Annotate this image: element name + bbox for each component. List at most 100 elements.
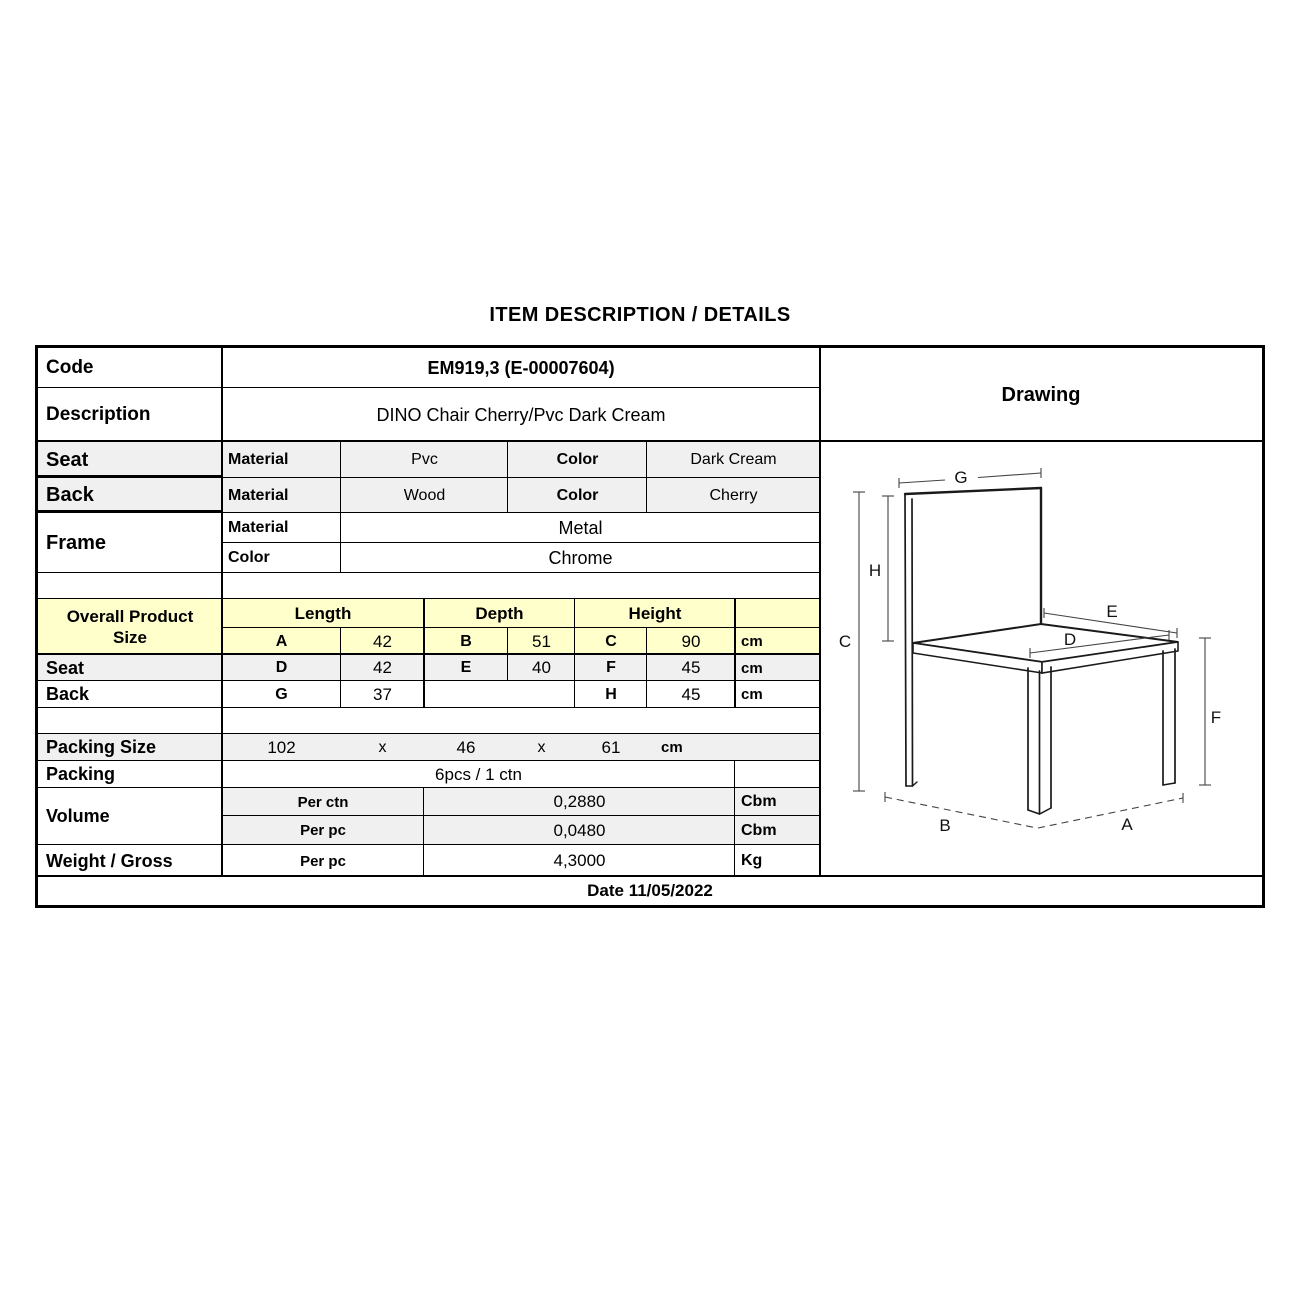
size-group-label-line2: Size	[112, 628, 148, 647]
grid-line	[38, 706, 820, 708]
seat-height-value: 45	[681, 658, 701, 677]
grid-line	[507, 442, 508, 513]
packing-size-height: 61	[601, 737, 621, 757]
row-shade-seat-size	[38, 655, 820, 681]
dim-label-e: E	[1106, 602, 1117, 621]
grid-line	[646, 628, 647, 708]
grid-line	[38, 387, 820, 388]
grid-line	[819, 348, 821, 877]
seat-height-key: F	[606, 659, 616, 676]
packing-size-sep2: x	[537, 738, 546, 756]
size-group-label: Overall Product Size	[38, 599, 222, 655]
volume-per-ctn-label: Per ctn	[297, 793, 349, 811]
back-material-value: Wood	[403, 486, 446, 504]
grid-line	[38, 843, 820, 845]
grid-line	[38, 787, 820, 788]
dim-label-d: D	[1064, 630, 1076, 649]
seat-color-label: Color	[556, 451, 599, 468]
frame-material-value: Metal	[558, 517, 603, 538]
seat-size-unit: cm	[741, 659, 763, 677]
grid-line	[574, 599, 575, 708]
page-title: ITEM DESCRIPTION / DETAILS	[489, 304, 791, 326]
packing-size-label: Packing Size	[46, 737, 157, 757]
grid-line	[38, 475, 222, 478]
back-size-unit: cm	[741, 686, 763, 703]
row-shade-packing-size	[38, 734, 820, 761]
size-col-length: Length	[294, 603, 352, 623]
frame-material-label: Material	[228, 519, 289, 536]
dimension-lines	[853, 468, 1211, 829]
grid-line	[222, 815, 820, 816]
grid-line	[646, 442, 647, 513]
seat-length-key: D	[275, 659, 288, 676]
size-col-height: Height	[628, 603, 682, 623]
row-shade-volume	[222, 788, 820, 845]
packing-size-sep1: x	[378, 738, 387, 756]
weight-value: 4,3000	[553, 851, 606, 870]
grid-line	[221, 348, 223, 877]
grid-line	[38, 732, 820, 734]
grid-line	[222, 542, 820, 543]
overall-unit: cm	[741, 633, 763, 650]
grid-line	[423, 788, 424, 877]
size-col-depth: Depth	[475, 603, 524, 623]
dim-label-a: A	[1121, 815, 1133, 834]
grid-line	[38, 653, 820, 655]
back-label: Back	[46, 484, 94, 506]
packing-size-unit: cm	[661, 739, 683, 756]
packing-size-depth: 46	[456, 737, 476, 757]
date-footer: Date 11/05/2022	[587, 881, 713, 900]
back-size-label: Back	[46, 684, 90, 704]
grid-line	[38, 875, 1262, 877]
frame-color-value: Chrome	[548, 547, 613, 568]
overall-length-key: A	[275, 632, 288, 650]
overall-height-value: 90	[681, 631, 701, 651]
back-length-key: G	[275, 685, 288, 703]
drawing-header: Drawing	[1001, 383, 1081, 406]
code-label: Code	[46, 357, 94, 378]
back-color-label: Color	[556, 486, 599, 504]
back-height-key: H	[605, 685, 617, 703]
grid-line	[38, 680, 820, 681]
grid-line	[507, 628, 508, 681]
grid-line	[340, 442, 341, 573]
packing-size-length: 102	[267, 737, 296, 757]
chair-drawing: G H C E D F B A	[839, 468, 1221, 835]
grid-line	[222, 477, 820, 478]
seat-material-label: Material	[228, 451, 289, 468]
seat-material-value: Pvc	[411, 451, 438, 468]
grid-line	[222, 627, 820, 628]
dim-label-g: G	[954, 468, 967, 487]
size-group-label-line1: Overall Product	[66, 606, 194, 626]
grid-line	[38, 440, 1262, 442]
weight-per-pc-label: Per pc	[300, 852, 346, 870]
grid-line	[734, 599, 736, 708]
volume-per-ctn-unit: Cbm	[741, 793, 777, 810]
frame-color-label: Color	[228, 549, 270, 566]
seat-size-label: Seat	[46, 657, 85, 678]
back-color-value: Cherry	[709, 486, 758, 504]
seat-label: Seat	[46, 448, 89, 471]
volume-per-pc-unit: Cbm	[741, 821, 777, 839]
volume-per-ctn-value: 0,2880	[553, 792, 606, 811]
grid-line	[38, 510, 222, 513]
volume-per-pc-value: 0,0480	[553, 820, 606, 840]
grid-line	[734, 761, 735, 877]
frame-label: Frame	[46, 531, 107, 554]
packing-label: Packing	[46, 764, 116, 784]
dim-label-b: B	[939, 816, 950, 835]
grid-line	[222, 512, 820, 513]
seat-depth-value: 40	[532, 658, 551, 677]
overall-depth-key: B	[460, 632, 472, 650]
code-value: EM919,3 (E-00007604)	[427, 357, 615, 378]
back-height-value: 45	[681, 684, 701, 704]
overall-length-value: 42	[373, 631, 392, 651]
dim-label-f: F	[1211, 708, 1221, 727]
packing-value: 6pcs / 1 ctn	[435, 764, 522, 784]
grid-line	[38, 760, 820, 761]
back-length-value: 37	[373, 684, 392, 704]
seat-depth-key: E	[460, 659, 472, 676]
volume-label: Volume	[46, 806, 110, 826]
weight-label: Weight / Gross	[46, 850, 173, 871]
